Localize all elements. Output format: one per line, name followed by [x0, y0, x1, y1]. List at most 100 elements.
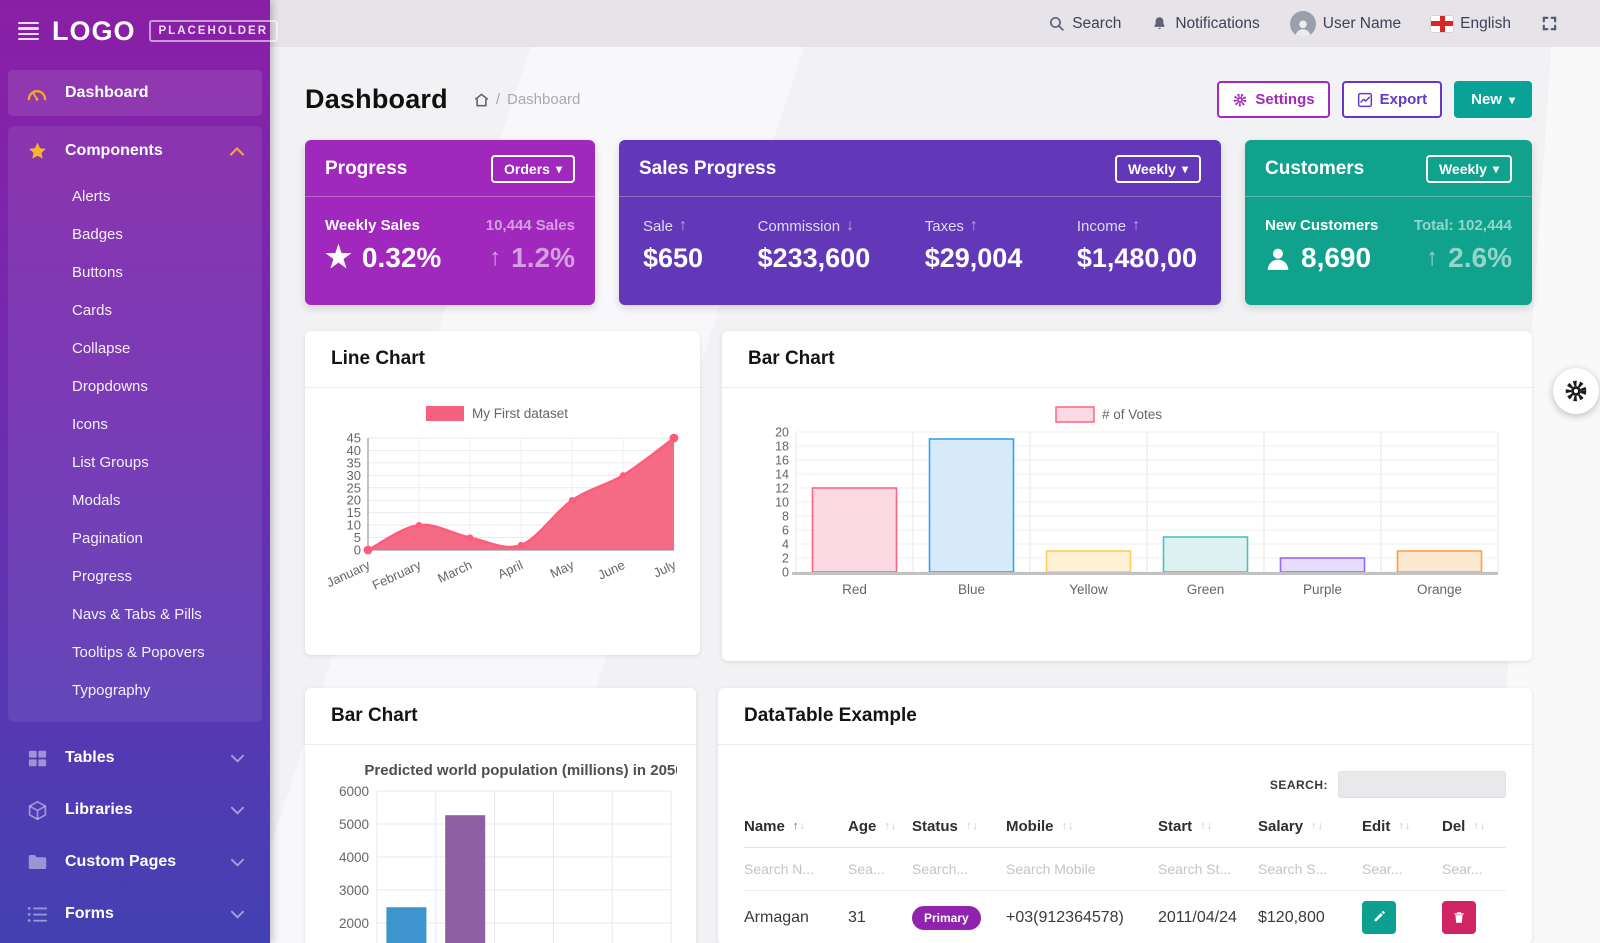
sidebar: LOGO PLACEHOLDER Dashboard Components Al… — [0, 0, 279, 943]
filter-input-mobile[interactable]: Search Mobile — [1006, 861, 1096, 877]
sort-icons[interactable]: ↑ ↓ — [1473, 820, 1486, 832]
column-header-edit[interactable]: Edit ↑ ↓ — [1362, 818, 1411, 835]
sort-icons[interactable]: ↑ ↓ — [792, 820, 805, 832]
sidebar-subitem-pagination[interactable]: Pagination — [72, 530, 143, 547]
filter-input-status[interactable]: Search... — [912, 861, 969, 877]
metric-label: Taxes ↑ — [924, 217, 978, 235]
filter-input-age[interactable]: Sea... — [848, 861, 885, 877]
delete-button[interactable] — [1442, 901, 1476, 934]
chevron-down-icon — [231, 754, 244, 763]
svg-text:Purple: Purple — [1303, 582, 1342, 597]
metric-value: 0.32% — [361, 242, 442, 273]
sidebar-item-components[interactable]: Components — [8, 126, 262, 176]
metric-label: New Customers — [1265, 217, 1379, 234]
nav-language-label: English — [1460, 14, 1511, 32]
sort-icons[interactable]: ↑ ↓ — [1311, 820, 1324, 832]
chart-line-icon — [1357, 92, 1372, 107]
sidebar-subitem-alerts[interactable]: Alerts — [72, 188, 111, 205]
list-icon — [26, 905, 48, 923]
nav-fullscreen[interactable] — [1541, 15, 1558, 32]
cube-icon — [26, 800, 48, 821]
caret-down-icon: ▾ — [1181, 162, 1188, 176]
sidebar-subitem-dropdowns[interactable]: Dropdowns — [72, 378, 148, 395]
sidebar-item-tables[interactable]: Tables — [0, 732, 270, 784]
filter-input-salary[interactable]: Search S... — [1258, 861, 1328, 877]
sales-metric-income: Income ↑ $1,480,00 — [1077, 217, 1197, 305]
column-header-start[interactable]: Start ↑ ↓ — [1158, 818, 1213, 835]
nav-user[interactable]: User Name — [1289, 10, 1401, 37]
nav-search[interactable]: Search — [1048, 15, 1121, 33]
sort-icons[interactable]: ↑ ↓ — [1061, 820, 1074, 832]
new-button[interactable]: New ▾ — [1454, 81, 1532, 118]
edit-button[interactable] — [1362, 901, 1396, 934]
svg-text:3000: 3000 — [338, 883, 368, 898]
table-search-input[interactable] — [1338, 771, 1506, 798]
metric-value: 2.6% — [1448, 242, 1512, 273]
svg-text:February: February — [369, 557, 423, 593]
sidebar-subitem-progress[interactable]: Progress — [72, 568, 133, 585]
column-header-age[interactable]: Age ↑ ↓ — [848, 818, 897, 835]
column-header-mobile[interactable]: Mobile ↑ ↓ — [1006, 818, 1074, 835]
sidebar-subitem-list-groups[interactable]: List Groups — [72, 454, 149, 471]
nav-language[interactable]: English — [1431, 15, 1511, 33]
sidebar-item-label: Dashboard — [65, 84, 149, 101]
sort-icons[interactable]: ↑ ↓ — [884, 820, 897, 832]
svg-text:0: 0 — [782, 566, 789, 580]
content: Dashboard / Dashboard Settings Export Ne… — [270, 47, 1600, 943]
sidebar-subitem-icons[interactable]: Icons — [72, 416, 108, 433]
population-bar-chart: Predicted world population (millions) in… — [325, 759, 683, 943]
sidebar-subitem-badges[interactable]: Badges — [72, 226, 123, 243]
svg-text:20: 20 — [346, 493, 360, 508]
column-header-name[interactable]: Name ↑ ↓ — [744, 818, 805, 835]
weekly-dropdown[interactable]: Weekly ▾ — [1114, 155, 1201, 183]
sidebar-subitem-typography[interactable]: Typography — [72, 682, 151, 699]
svg-text:5: 5 — [353, 530, 360, 545]
weekly-dropdown[interactable]: Weekly ▾ — [1425, 155, 1512, 183]
page-header: Dashboard / Dashboard Settings Export Ne… — [305, 81, 1532, 118]
svg-text:25: 25 — [346, 480, 360, 495]
svg-text:12: 12 — [775, 482, 789, 496]
metric-value: 8,690 — [1301, 242, 1372, 273]
sidebar-subitem-cards[interactable]: Cards — [72, 302, 113, 319]
svg-text:March: March — [435, 557, 474, 586]
filter-input-del[interactable]: Sear... — [1442, 861, 1483, 877]
svg-text:15: 15 — [346, 505, 360, 520]
sort-icons[interactable]: ↑ ↓ — [1398, 820, 1411, 832]
column-header-salary[interactable]: Salary ↑ ↓ — [1258, 818, 1324, 835]
nav-notifications[interactable]: Notifications — [1151, 15, 1260, 33]
sidebar-item-label: Forms — [65, 905, 114, 922]
settings-button[interactable]: Settings — [1217, 81, 1330, 118]
column-header-status[interactable]: Status ↑ ↓ — [912, 818, 978, 835]
main-area: Search Notifications User Name English D… — [270, 0, 1600, 943]
sidebar-subitem-modals[interactable]: Modals — [72, 492, 121, 509]
column-header-del[interactable]: Del ↑ ↓ — [1442, 818, 1486, 835]
sidebar-subitem-collapse[interactable]: Collapse — [72, 340, 131, 357]
sidebar-subitem-tooltips-popovers[interactable]: Tooltips & Popovers — [72, 644, 205, 661]
logo-text: LOGO — [52, 15, 136, 46]
svg-text:My First dataset: My First dataset — [472, 406, 568, 421]
table-header-row: Name ↑ ↓ Age ↑ ↓ Status ↑ ↓ Mobile ↑ ↓ Start ↑ ↓ Salary… — [744, 818, 1506, 848]
sort-icons[interactable]: ↑ ↓ — [965, 820, 978, 832]
filter-input-name[interactable]: Search N... — [744, 861, 815, 877]
sidebar-item-forms[interactable]: Forms — [0, 888, 270, 940]
filter-input-start[interactable]: Search St... — [1158, 861, 1232, 877]
star-icon: ★ — [325, 241, 352, 274]
sidebar-item-dashboard[interactable]: Dashboard — [8, 70, 262, 116]
sidebar-subitem-buttons[interactable]: Buttons — [72, 264, 123, 281]
top-navbar: Search Notifications User Name English — [270, 0, 1600, 47]
votes-bar-chart: 0 2 4 6 8 10 12 14 16 18 20 Red Blue Yellow Green Purpl… — [748, 402, 1506, 645]
sidebar-item-libraries[interactable]: Libraries — [0, 784, 270, 836]
filter-input-edit[interactable]: Sear... — [1362, 861, 1403, 877]
export-button[interactable]: Export — [1341, 81, 1443, 118]
floating-settings-button[interactable] — [1553, 368, 1599, 414]
svg-text:6000: 6000 — [338, 784, 368, 799]
svg-text:0: 0 — [353, 543, 360, 558]
sidebar-subitem-navs-tabs-pills[interactable]: Navs & Tabs & Pills — [72, 606, 202, 623]
sidebar-item-custom-pages[interactable]: Custom Pages — [0, 836, 270, 888]
sort-icons[interactable]: ↑ ↓ — [1200, 820, 1213, 832]
orders-dropdown[interactable]: Orders ▾ — [491, 155, 575, 183]
svg-text:18: 18 — [775, 440, 789, 454]
menu-toggle-icon[interactable] — [18, 21, 39, 41]
svg-text:July: July — [650, 557, 678, 581]
svg-text:35: 35 — [346, 455, 360, 470]
